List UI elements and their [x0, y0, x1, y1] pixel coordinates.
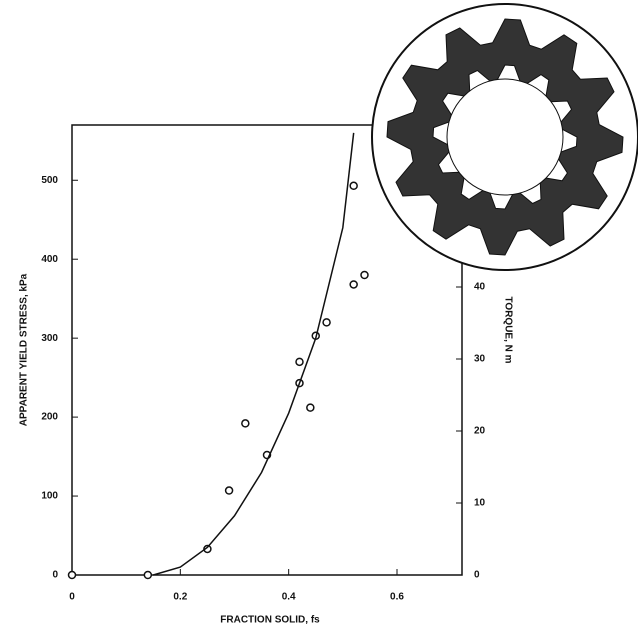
y-tick-label: 300 [41, 333, 58, 344]
x-tick-label: 0.6 [390, 592, 404, 603]
data-point [349, 280, 358, 289]
data-point [143, 570, 153, 580]
y2-tick-label: 10 [474, 498, 486, 509]
y-tick-label: 200 [41, 412, 58, 423]
fit-curve [153, 132, 355, 576]
data-point [224, 486, 234, 495]
y2-tick-label: 0 [474, 570, 480, 581]
plot-frame [71, 124, 463, 576]
data-point [349, 181, 358, 191]
y-axis-label: APPARENT YIELD STRESS, kPa [19, 273, 30, 426]
y2-tick-label: 40 [474, 282, 486, 293]
x-tick-label: 0 [69, 592, 75, 603]
y2-tick-label: 20 [474, 426, 486, 437]
y-tick-label: 500 [41, 175, 58, 186]
y-tick-label: 100 [41, 491, 58, 502]
inner-bore [446, 78, 564, 196]
x-tick-label: 0.4 [282, 592, 296, 603]
y2-axis-label: TORQUE, N m [502, 296, 513, 363]
data-point [203, 544, 212, 554]
data-point [241, 419, 250, 428]
y2-tick-label: 30 [474, 354, 486, 365]
y-tick-label: 0 [52, 570, 58, 581]
x-tick-label: 0.2 [173, 592, 187, 603]
y-tick-label: 400 [41, 254, 58, 265]
data-point [295, 357, 304, 367]
data-point [67, 570, 77, 580]
x-axis-label: FRACTION SOLID, fs [220, 615, 320, 626]
data-point [360, 270, 369, 280]
data-point [306, 403, 315, 412]
data-point [322, 318, 331, 327]
